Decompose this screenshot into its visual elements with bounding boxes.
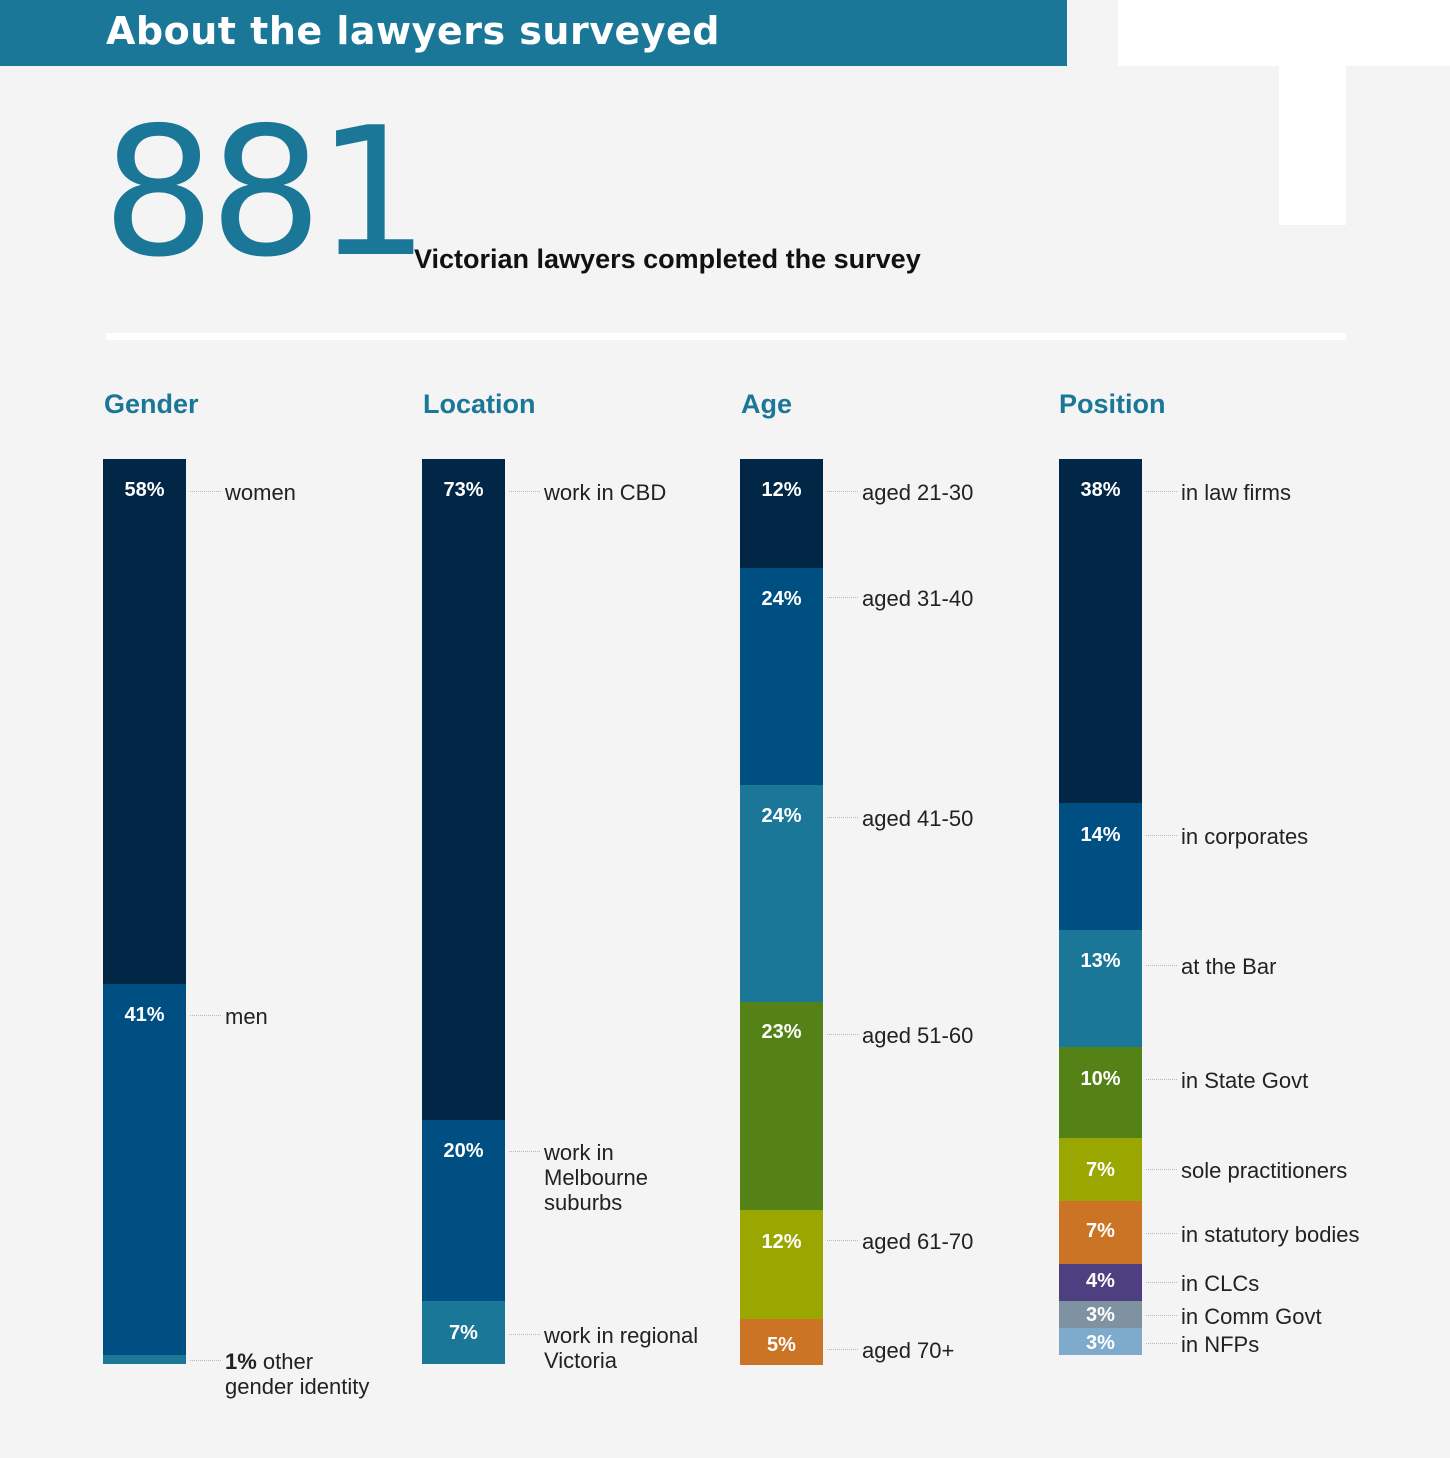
- age-bar-aged-70: [740, 1318, 823, 1365]
- position-value-label-in-state-govt: 10%: [1080, 1068, 1121, 1090]
- age-desc-aged-51-60: aged 51-60: [862, 1023, 974, 1048]
- location-desc-work-in-cbd: work in CBD: [544, 480, 667, 505]
- respondent-count: 881: [102, 89, 430, 296]
- age-desc-aged-31-40: aged 31-40: [862, 586, 974, 611]
- divider: [106, 333, 1346, 340]
- position-leader-in-statutory-bodies: [1146, 1233, 1177, 1234]
- gender-desc-other-gender-identity: 1% other gender identity: [225, 1349, 370, 1399]
- position-desc-in-nfps: in NFPs: [1181, 1332, 1260, 1357]
- location-desc-work-in-melbourne-suburbs: work in Melbourne suburbs: [544, 1140, 648, 1215]
- position-value-label-at-the-bar: 13%: [1080, 950, 1121, 972]
- position-value-label-sole-practitioners: 7%: [1086, 1159, 1115, 1181]
- position-bar-sole-practitioners: [1059, 1137, 1142, 1202]
- gender-bar-other-gender-identity: [103, 1354, 186, 1365]
- age-leader-aged-41-50: [827, 817, 858, 818]
- chart-title-gender: Gender: [104, 389, 199, 419]
- age-desc-aged-21-30: aged 21-30: [862, 480, 974, 505]
- position-leader-in-corporates: [1146, 835, 1177, 836]
- position-bar-in-statutory-bodies: [1059, 1201, 1142, 1265]
- gender-bar-men: [103, 983, 186, 1356]
- position-bar-in-corporates: [1059, 802, 1142, 931]
- age-bar-aged-61-70: [740, 1210, 823, 1320]
- age-value-label-aged-31-40: 24%: [761, 588, 802, 610]
- location-leader-work-in-melbourne-suburbs: [509, 1151, 540, 1152]
- chart-title-position: Position: [1059, 389, 1166, 419]
- position-value-label-in-law-firms: 38%: [1080, 479, 1121, 501]
- chart-title-location: Location: [423, 389, 536, 419]
- position-desc-in-state-govt: in State Govt: [1181, 1068, 1309, 1093]
- age-value-label-aged-41-50: 24%: [761, 805, 802, 827]
- position-leader-in-nfps: [1146, 1343, 1177, 1344]
- position-value-label-in-comm-govt: 3%: [1086, 1304, 1115, 1326]
- gender-leader-other-gender-identity: [190, 1360, 221, 1361]
- position-bar-in-clcs: [1059, 1264, 1142, 1302]
- page-title: About the lawyers surveyed: [106, 9, 720, 53]
- position-leader-at-the-bar: [1146, 965, 1177, 966]
- position-desc-at-the-bar: at the Bar: [1181, 954, 1277, 979]
- gender-value-label-men: 41%: [124, 1004, 165, 1026]
- gender-leader-women: [190, 491, 221, 492]
- position-desc-in-law-firms: in law firms: [1181, 480, 1292, 505]
- location-bar-work-in-regional-victoria: [422, 1300, 505, 1365]
- position-leader-in-clcs: [1146, 1282, 1177, 1283]
- age-bar-aged-41-50: [740, 784, 823, 1003]
- position-desc-in-comm-govt: in Comm Govt: [1181, 1304, 1322, 1329]
- position-bar-in-comm-govt: [1059, 1300, 1142, 1329]
- position-desc-sole-practitioners: sole practitioners: [1181, 1158, 1348, 1183]
- position-desc-in-statutory-bodies: in statutory bodies: [1181, 1222, 1360, 1247]
- location-value-label-work-in-melbourne-suburbs: 20%: [443, 1140, 484, 1162]
- position-value-label-in-corporates: 14%: [1080, 824, 1121, 846]
- position-desc-in-corporates: in corporates: [1181, 824, 1309, 849]
- age-leader-aged-51-60: [827, 1034, 858, 1035]
- gender-desc-women: women: [225, 480, 296, 505]
- gender-leader-men: [190, 1015, 221, 1016]
- age-bar-aged-21-30: [740, 459, 823, 569]
- decorative-block-right: [1279, 66, 1346, 225]
- location-leader-work-in-cbd: [509, 491, 540, 492]
- decorative-block-top: [1118, 0, 1450, 66]
- age-bar-aged-51-60: [740, 1002, 823, 1211]
- gender-value-label-women: 58%: [124, 479, 165, 501]
- position-desc-in-clcs: in CLCs: [1181, 1271, 1260, 1296]
- age-desc-aged-70: aged 70+: [862, 1338, 955, 1363]
- age-bar-aged-31-40: [740, 567, 823, 786]
- respondent-caption: Victorian lawyers completed the survey: [414, 244, 921, 274]
- age-desc-aged-61-70: aged 61-70: [862, 1229, 974, 1254]
- location-leader-work-in-regional-victoria: [509, 1334, 540, 1335]
- location-bar-work-in-cbd: [422, 459, 505, 1121]
- age-desc-aged-41-50: aged 41-50: [862, 806, 974, 831]
- age-value-label-aged-61-70: 12%: [761, 1231, 802, 1253]
- age-value-label-aged-21-30: 12%: [761, 479, 802, 501]
- position-bar-at-the-bar: [1059, 929, 1142, 1048]
- location-value-label-work-in-cbd: 73%: [443, 479, 484, 501]
- position-value-label-in-nfps: 3%: [1086, 1332, 1115, 1354]
- position-bar-in-law-firms: [1059, 459, 1142, 804]
- header-bar: About the lawyers surveyed: [0, 0, 1067, 66]
- location-value-label-work-in-regional-victoria: 7%: [449, 1322, 478, 1344]
- age-leader-aged-21-30: [827, 491, 858, 492]
- position-value-label-in-statutory-bodies: 7%: [1086, 1220, 1115, 1242]
- gender-desc-men: men: [225, 1004, 268, 1029]
- location-bar-work-in-melbourne-suburbs: [422, 1119, 505, 1302]
- location-desc-work-in-regional-victoria: work in regional Victoria: [544, 1323, 699, 1373]
- chart-title-age: Age: [741, 389, 793, 419]
- age-value-label-aged-70: 5%: [767, 1334, 796, 1356]
- position-bar-in-nfps: [1059, 1327, 1142, 1356]
- age-leader-aged-31-40: [827, 597, 858, 598]
- age-leader-aged-61-70: [827, 1240, 858, 1241]
- position-bar-in-state-govt: [1059, 1047, 1142, 1139]
- gender-bar-women: [103, 459, 186, 985]
- position-leader-in-comm-govt: [1146, 1315, 1177, 1316]
- age-leader-aged-70: [827, 1349, 858, 1350]
- position-leader-in-state-govt: [1146, 1079, 1177, 1080]
- position-leader-sole-practitioners: [1146, 1169, 1177, 1170]
- age-value-label-aged-51-60: 23%: [761, 1021, 802, 1043]
- position-value-label-in-clcs: 4%: [1086, 1270, 1115, 1292]
- position-leader-in-law-firms: [1146, 491, 1177, 492]
